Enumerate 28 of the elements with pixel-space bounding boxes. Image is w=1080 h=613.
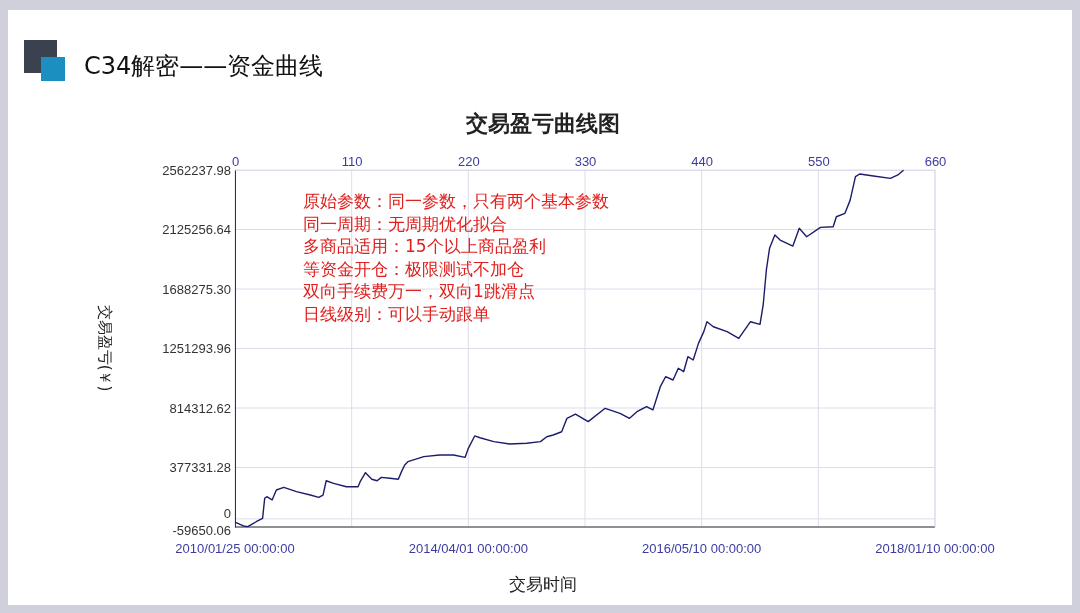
annotation: 等资金开仓：极限测试不加仓 [303, 258, 524, 279]
y-tick-label: 2562237.98 [162, 162, 231, 178]
y-axis-title: 交易盈亏(￥) [96, 304, 114, 392]
y-tick-label: 1251293.96 [162, 341, 231, 357]
y-tick-label: -59650.06 [172, 523, 231, 539]
y-tick-label: 377331.28 [169, 460, 231, 476]
x-tick-label: 110 [341, 154, 363, 169]
y-tick-label: 0 [223, 506, 231, 522]
x-axis-title: 交易时间 [509, 574, 577, 594]
x-tick-label: 660 [924, 154, 947, 169]
y-tick-label: 1688275.30 [162, 281, 231, 297]
chart-subtitle: 交易盈亏曲线图 [465, 110, 620, 136]
x-tick-label: 220 [457, 154, 480, 169]
annotation: 多商品适用：15个以上商品盈利 [303, 236, 546, 256]
text: 2014/04/01 00:00:00 [408, 541, 528, 556]
text: 2010/01/25 00:00:00 [175, 541, 295, 556]
x-tick-label: 550 [807, 154, 830, 169]
text: 2016/05/10 00:00:00 [642, 541, 762, 556]
annotation: 原始参数：同一参数，只有两个基本参数 [303, 191, 609, 211]
annotation: 同一周期：无周期优化拟合 [303, 213, 507, 234]
text: 2018/01/10 00:00:00 [875, 541, 995, 556]
chart-title: C34解密——资金曲线 [84, 52, 324, 80]
annotation: 双向手续费万一，双向1跳滑点 [303, 281, 535, 301]
y-tick-label: 2125256.64 [162, 222, 231, 238]
x-tick-label: 330 [574, 154, 597, 169]
y-tick-label: 814312.62 [169, 400, 231, 416]
x-tick-label: 440 [691, 154, 714, 169]
annotation: 日线级别：可以手动跟单 [303, 303, 490, 324]
